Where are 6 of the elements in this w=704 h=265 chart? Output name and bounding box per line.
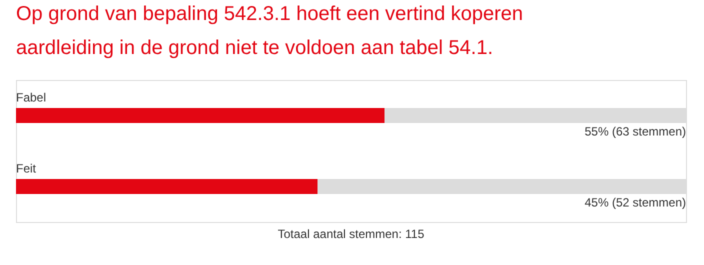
data-label: 45% (52 stemmen) <box>584 196 686 210</box>
text: Totaal aantal stemmen: 115 <box>278 227 425 241</box>
data-label: 55% (63 stemmen) <box>584 124 686 138</box>
y-tick-label: Fabel <box>16 90 46 104</box>
y-tick-label: Feit <box>16 162 37 176</box>
chart-title: Op grond van bepaling 542.3.1 hoeft een vertind koperen aardleiding in de grond niet te voldoen aan tabel 54.1. <box>16 3 524 59</box>
